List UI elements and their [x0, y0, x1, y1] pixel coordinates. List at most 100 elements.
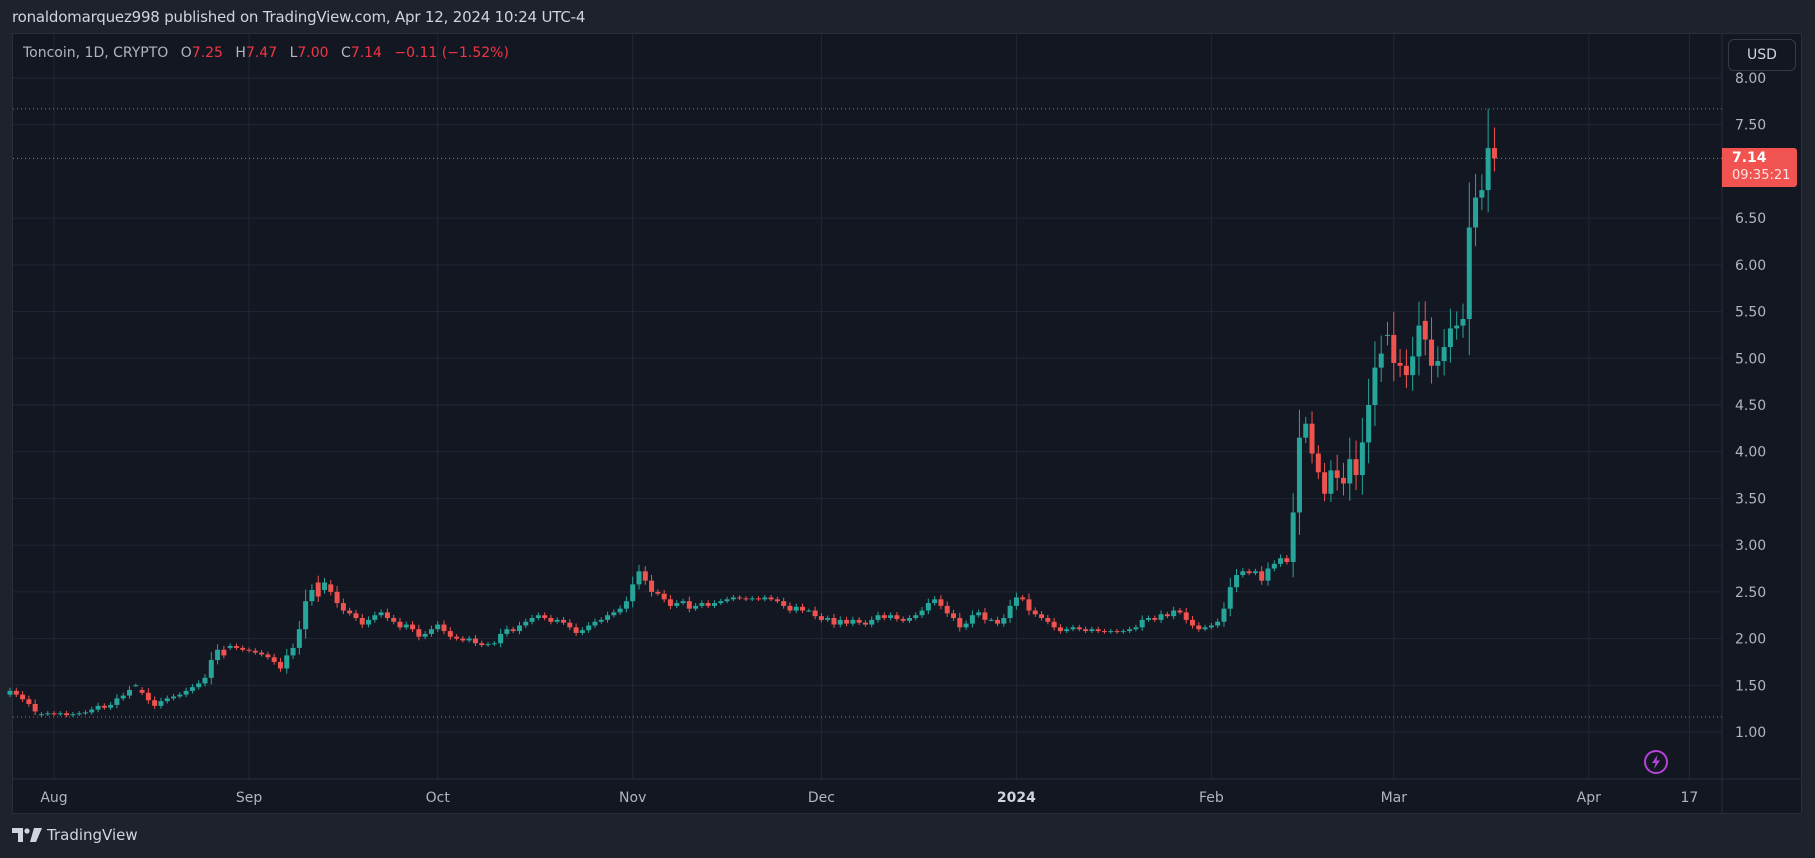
candle-body: [1372, 367, 1378, 405]
candle-body: [642, 571, 648, 581]
candle-body: [1057, 627, 1063, 632]
time-tick: Dec: [808, 790, 835, 806]
candle-body: [711, 603, 717, 606]
candle-body: [1152, 618, 1158, 620]
candle-body: [1114, 631, 1120, 633]
candle-body: [1139, 619, 1145, 628]
candle-body: [51, 713, 57, 715]
candle-body: [1403, 365, 1409, 376]
candle-body: [1013, 597, 1019, 606]
lightning-icon[interactable]: [1643, 749, 1669, 775]
time-tick: Feb: [1199, 790, 1224, 806]
candle-body: [1397, 362, 1403, 366]
candle-body: [944, 605, 950, 614]
price-tick: 7.50: [1735, 118, 1766, 134]
candle-body: [164, 698, 170, 702]
tradingview-logo-icon: [12, 828, 42, 842]
candle-body: [133, 685, 139, 687]
candle-body: [315, 582, 321, 597]
candle-body: [951, 613, 956, 619]
candle-body: [215, 649, 221, 661]
symbol-legend: Toncoin, 1D, CRYPTO O7.25 H7.47 L7.00 C7…: [23, 45, 509, 61]
candle-body: [1290, 512, 1296, 562]
candle-body: [605, 615, 611, 620]
currency-button[interactable]: USD: [1728, 39, 1796, 71]
candle-body: [322, 582, 327, 590]
candle-body: [1334, 470, 1340, 478]
candle-body: [120, 695, 126, 699]
candle-body: [1303, 423, 1309, 438]
tradingview-logo[interactable]: TradingView: [12, 826, 138, 844]
candle-body: [598, 619, 604, 622]
candle-body: [674, 603, 680, 606]
candle-body: [906, 618, 912, 621]
candle-body: [1410, 356, 1416, 376]
candle-body: [529, 618, 535, 622]
candle-body: [1391, 334, 1397, 363]
candle-body: [89, 709, 95, 713]
candle-body: [1322, 472, 1328, 494]
candle-body: [1051, 621, 1057, 628]
candle-body: [1120, 631, 1126, 633]
candle-body: [359, 618, 365, 625]
price-tick: 5.50: [1735, 305, 1766, 321]
candle-body: [70, 714, 76, 716]
candle-body: [623, 601, 629, 609]
candle-body: [837, 619, 843, 625]
candle-body: [724, 599, 730, 602]
candle-body: [259, 652, 265, 655]
candle-body: [1083, 629, 1089, 632]
price-tick: 3.50: [1735, 491, 1766, 507]
candle-body: [1234, 575, 1240, 588]
candle-body: [447, 631, 453, 637]
candle-body: [309, 589, 315, 602]
candle-body: [1366, 404, 1372, 443]
candle-body: [1309, 423, 1315, 454]
candle-body: [686, 601, 692, 609]
candle-body: [1101, 631, 1107, 633]
candle-body: [38, 714, 44, 716]
chart-frame[interactable]: [12, 33, 1802, 814]
candle-body: [737, 597, 743, 599]
bar-countdown: 09:35:21: [1732, 168, 1791, 183]
symbol-title[interactable]: Toncoin, 1D, CRYPTO: [23, 45, 169, 61]
candle-body: [649, 580, 655, 592]
candle-body: [177, 694, 183, 697]
candle-body: [976, 612, 982, 616]
last-price-label: 7.14 09:35:21: [1722, 148, 1797, 187]
candle-body: [561, 619, 567, 623]
candle-body: [1108, 631, 1114, 633]
publisher-line: ronaldomarquez998 published on TradingVi…: [12, 8, 586, 26]
time-tick: 2024: [997, 790, 1036, 806]
candle-body: [1441, 347, 1447, 362]
candle-body: [1171, 610, 1177, 617]
candle-body: [139, 689, 145, 693]
candle-body: [730, 597, 736, 600]
time-tick: 17: [1681, 790, 1699, 806]
candle-body: [862, 622, 868, 625]
candle-body: [667, 599, 673, 606]
candle-body: [542, 615, 548, 619]
candle-body: [611, 612, 617, 616]
candle-body: [233, 646, 239, 648]
candle-body: [1435, 361, 1441, 366]
candle-body: [101, 705, 107, 708]
candle-body: [818, 616, 824, 620]
candle-body: [328, 584, 334, 592]
candle-body: [460, 638, 466, 641]
candle-body: [705, 603, 711, 606]
candle-body: [969, 615, 975, 624]
candle-body: [617, 608, 623, 613]
candle-body: [1089, 629, 1095, 632]
candle-body: [1315, 453, 1321, 473]
candle-body: [1032, 610, 1038, 615]
candle-body: [579, 630, 585, 633]
candle-body: [756, 598, 762, 600]
candle-body: [1252, 571, 1258, 574]
candle-body: [535, 615, 541, 619]
candle-body: [366, 619, 372, 625]
candle-body: [108, 704, 114, 708]
candle-body: [1227, 587, 1233, 609]
candle-body: [963, 623, 969, 628]
